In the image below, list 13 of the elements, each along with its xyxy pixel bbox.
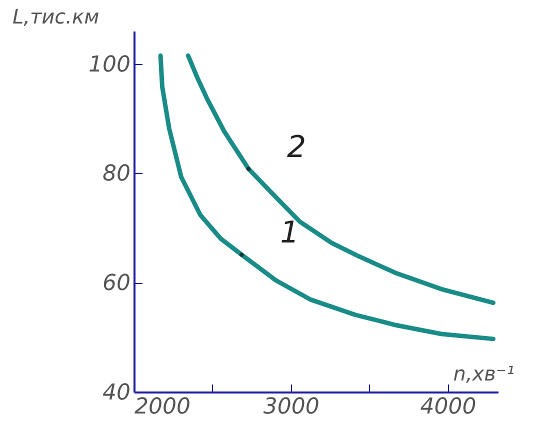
x-tick-label: 4000 [420,394,476,420]
line-series [158,53,496,342]
x-tick-label: 3000 [263,394,320,420]
annotation: 2 [286,130,306,165]
y-axis-title: L,тис.км [12,4,100,28]
x-axis-title: n,хв⁻¹ [453,362,514,386]
y-tick-label: 100 [88,52,130,78]
y-tick-label: 60 [102,271,130,296]
y-tick-label: 80 [102,162,130,187]
annotation: 1 [280,216,300,251]
x-tick-label: 2000 [134,394,190,420]
line-series [186,53,496,306]
y-tick-label: 40 [102,380,130,406]
